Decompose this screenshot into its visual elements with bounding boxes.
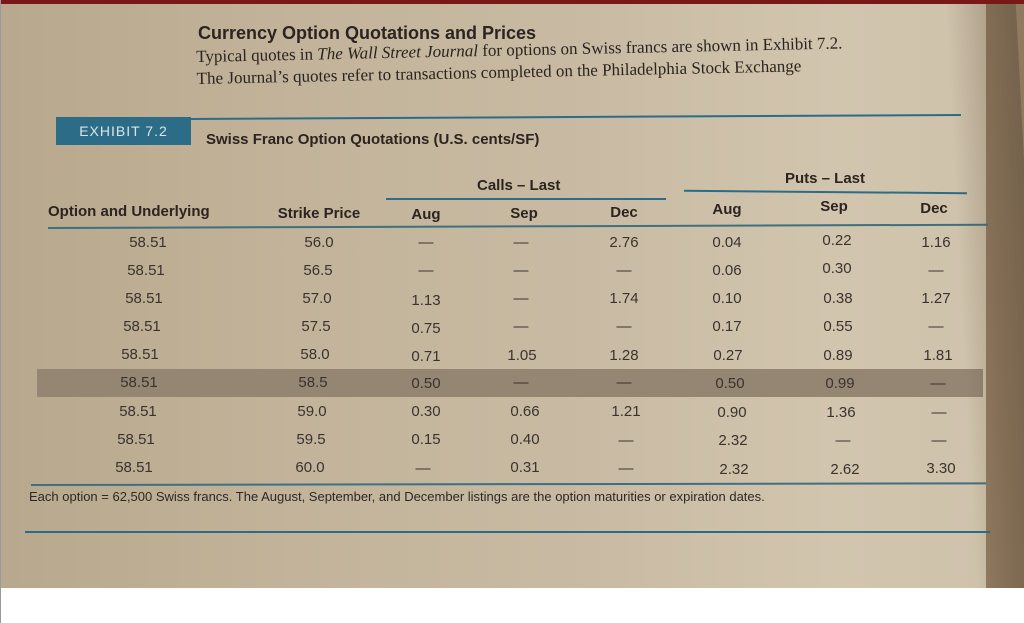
table-row: 58.51 56.0 — — 2.76 0.04 0.22 1.16 [129, 232, 951, 251]
col-puts-dec: Dec [920, 200, 948, 217]
highlighted-row-band [37, 369, 983, 397]
puts-group-rule [683, 189, 968, 195]
table-footnote: Each option = 62,500 Swiss francs. The A… [29, 489, 765, 504]
calls-group-rule [386, 198, 666, 200]
table-row: 58.51 59.5 0.15 0.40 — 2.32 — — [117, 431, 947, 449]
col-option-underlying: Option and Underlying [48, 203, 210, 220]
book-page: Currency Option Quotations and Prices Ty… [1, 4, 990, 588]
table-row: 58.51 57.0 1.13 — 1.74 0.10 0.38 1.27 [125, 290, 951, 309]
image-frame-border [0, 0, 1, 623]
table-footer-rule [31, 482, 987, 486]
exhibit-rule [191, 113, 961, 120]
col-strike-price: Strike Price [277, 205, 361, 222]
calls-group-header: Calls – Last [477, 177, 561, 194]
table-row-highlighted: 58.51 58.5 0.50 — — 0.50 0.99 — [120, 374, 946, 392]
table-row: 58.51 60.0 — 0.31 — 2.32 2.62 3.30 [115, 459, 956, 478]
header-rule [48, 223, 989, 229]
section-title: Currency Option Quotations and Prices [198, 23, 537, 43]
col-puts-sep: Sep [820, 198, 848, 215]
exhibit-bottom-rule [25, 531, 990, 533]
col-calls-sep: Sep [510, 205, 538, 222]
exhibit-badge: EXHIBIT 7.2 [56, 117, 191, 145]
table-row: 58.51 57.5 0.75 — — 0.17 0.55 — [123, 318, 944, 337]
exhibit-title: Swiss Franc Option Quotations (U.S. cent… [206, 131, 540, 148]
table-row: 58.51 59.0 0.30 0.66 1.21 0.90 1.36 — [119, 403, 947, 421]
puts-group-header: Puts – Last [785, 170, 866, 187]
col-puts-aug: Aug [712, 201, 742, 218]
table-row: 58.51 56.5 — — — 0.06 0.30 — [127, 260, 944, 279]
table-row: 58.51 58.0 0.71 1.05 1.28 0.27 0.89 1.81 [121, 346, 953, 365]
col-calls-dec: Dec [610, 204, 638, 221]
col-calls-aug: Aug [411, 206, 441, 223]
top-red-border [1, 0, 1024, 4]
photo-background: Currency Option Quotations and Prices Ty… [1, 0, 1024, 588]
